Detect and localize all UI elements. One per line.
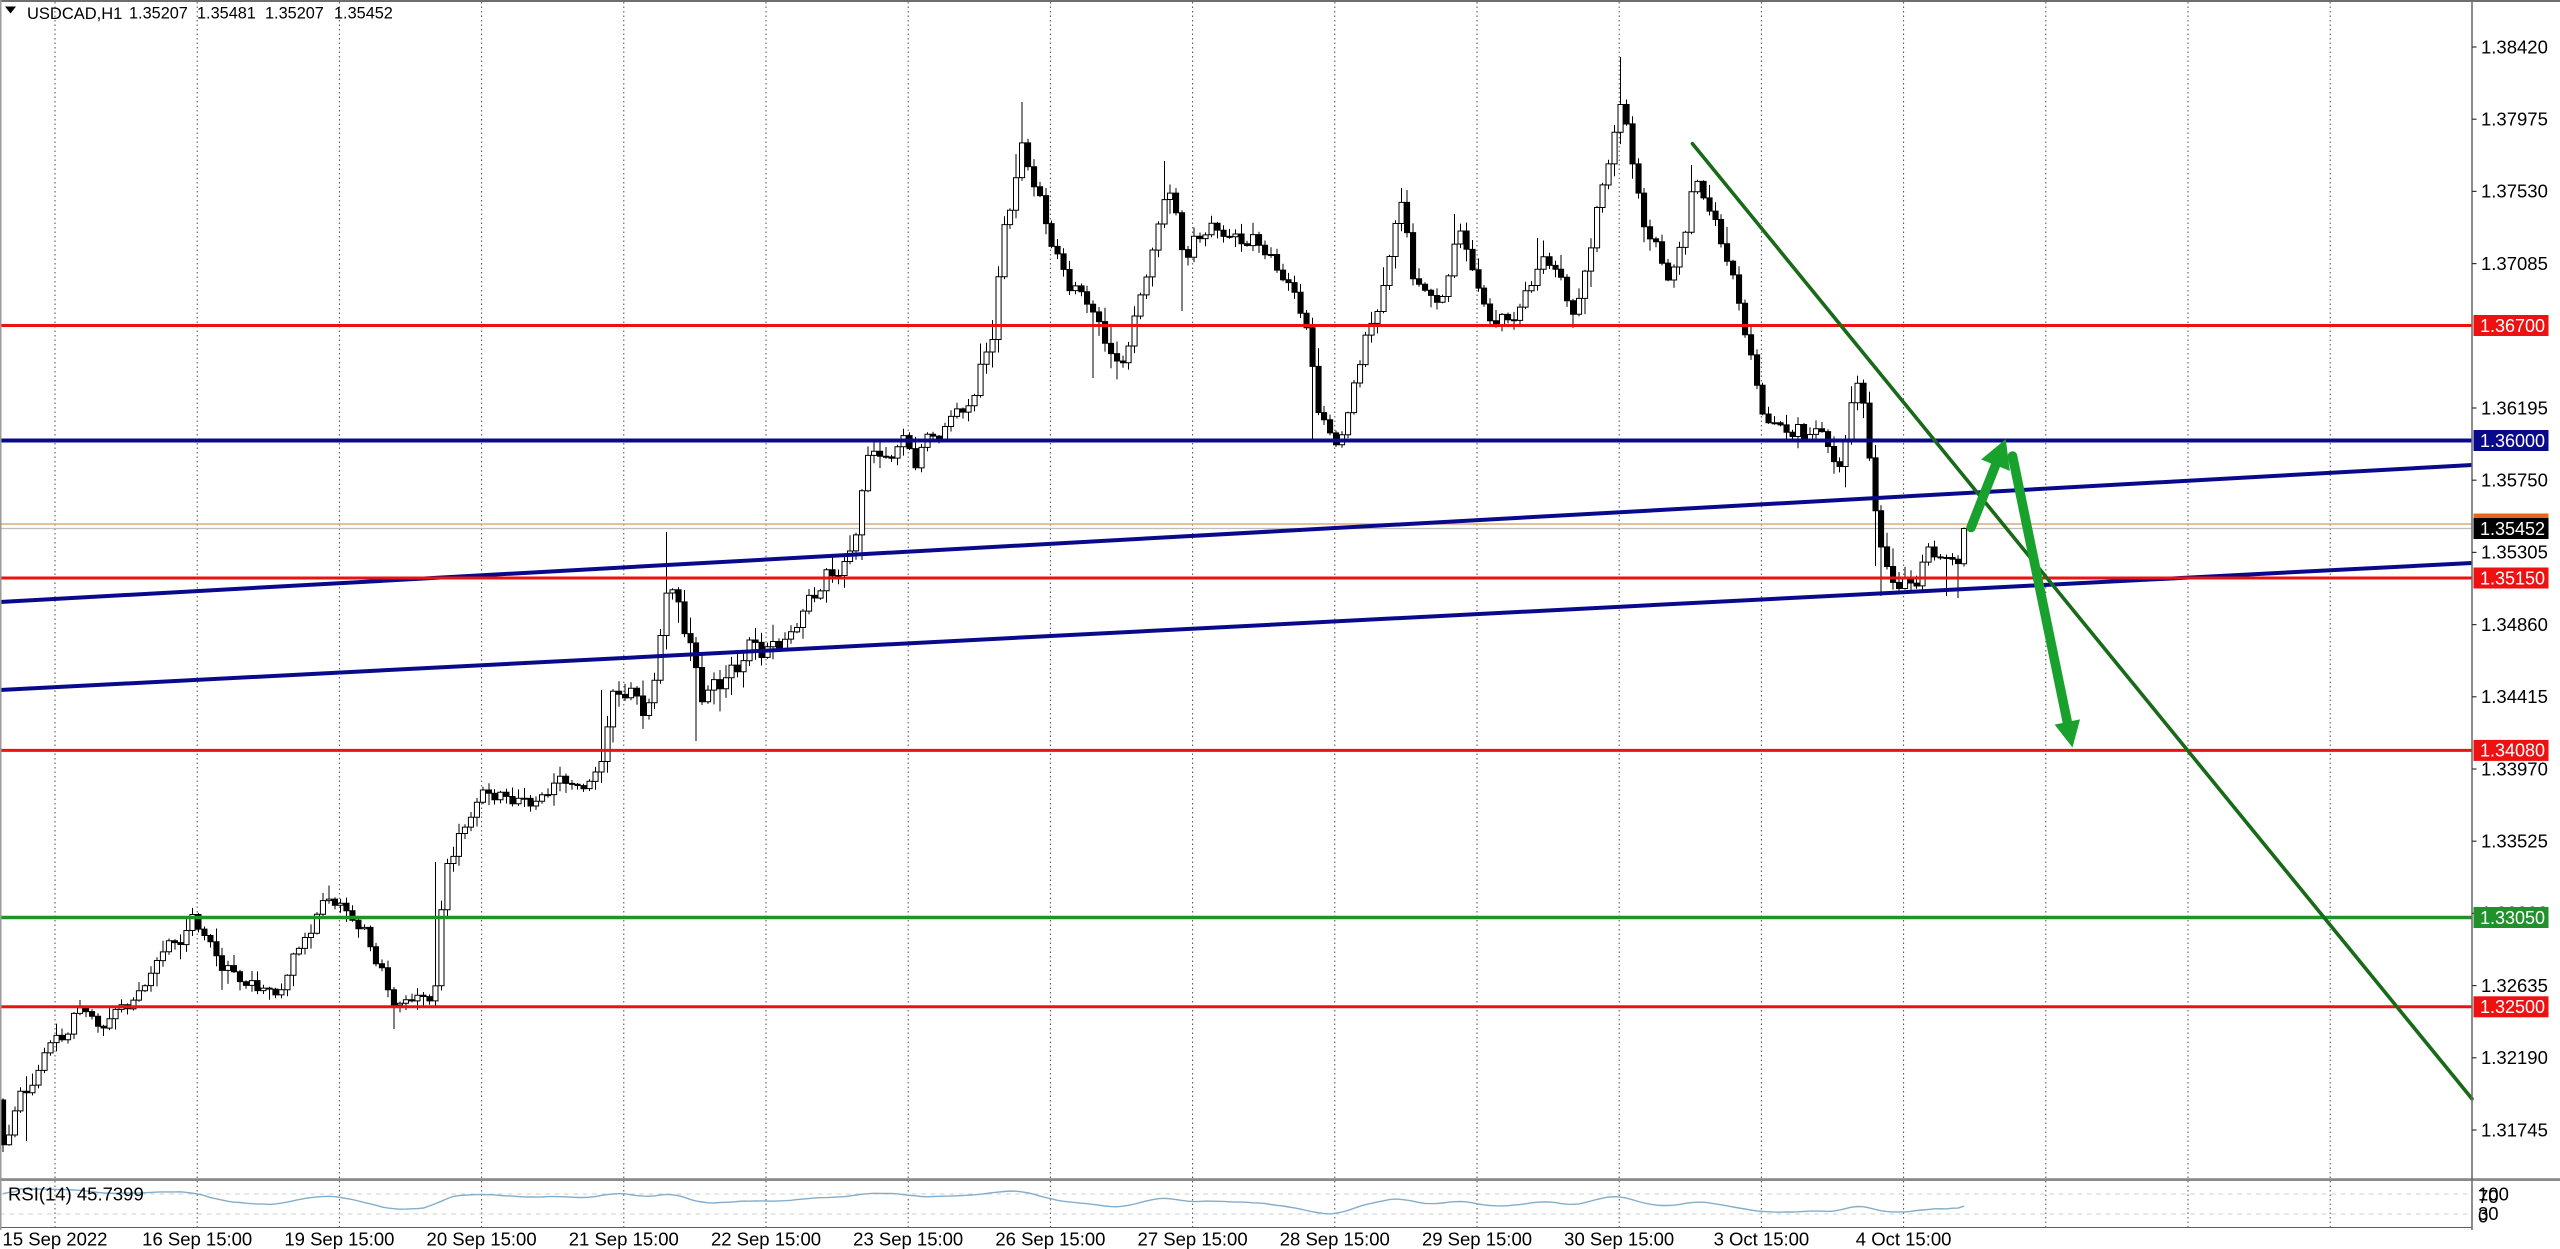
svg-text:15 Sep 2022: 15 Sep 2022 [3,1229,108,1249]
svg-text:1.36000: 1.36000 [2480,431,2545,451]
svg-text:26 Sep 15:00: 26 Sep 15:00 [995,1229,1105,1249]
svg-text:1.35452: 1.35452 [334,5,393,23]
svg-text:28 Sep 15:00: 28 Sep 15:00 [1280,1229,1390,1249]
svg-text:4 Oct 15:00: 4 Oct 15:00 [1856,1229,1952,1249]
svg-text:16 Sep 15:00: 16 Sep 15:00 [142,1229,252,1249]
svg-text:1.34860: 1.34860 [2481,614,2548,635]
svg-text:1.33970: 1.33970 [2481,758,2548,779]
svg-text:1.32635: 1.32635 [2481,975,2548,996]
svg-text:1.37530: 1.37530 [2481,181,2548,202]
svg-text:1.34080: 1.34080 [2480,741,2545,761]
svg-text:29 Sep 15:00: 29 Sep 15:00 [1422,1229,1532,1249]
svg-text:23 Sep 15:00: 23 Sep 15:00 [853,1229,963,1249]
svg-text:3 Oct 15:00: 3 Oct 15:00 [1714,1229,1810,1249]
svg-text:1.35452: 1.35452 [2480,519,2545,539]
svg-text:1.35305: 1.35305 [2481,542,2548,563]
svg-text:70: 70 [2478,1186,2499,1207]
svg-text:19 Sep 15:00: 19 Sep 15:00 [284,1229,394,1249]
svg-text:1.36700: 1.36700 [2480,316,2545,336]
svg-text:27 Sep 15:00: 27 Sep 15:00 [1138,1229,1248,1249]
svg-text:21 Sep 15:00: 21 Sep 15:00 [569,1229,679,1249]
svg-text:1.37085: 1.37085 [2481,253,2548,274]
svg-text:1.32190: 1.32190 [2481,1047,2548,1068]
svg-text:1.35207: 1.35207 [129,5,188,23]
svg-text:1.35750: 1.35750 [2481,470,2548,491]
svg-text:1.38420: 1.38420 [2481,36,2548,57]
svg-text:100: 100 [2478,1183,2509,1204]
svg-text:30 Sep 15:00: 30 Sep 15:00 [1564,1229,1674,1249]
svg-text:RSI(14) 45.7399: RSI(14) 45.7399 [8,1183,144,1204]
svg-text:1.33050: 1.33050 [2480,908,2545,928]
svg-text:1.35481: 1.35481 [197,5,256,23]
svg-text:1.33525: 1.33525 [2481,831,2548,852]
svg-text:1.31745: 1.31745 [2481,1119,2548,1140]
svg-text:22 Sep 15:00: 22 Sep 15:00 [711,1229,821,1249]
svg-text:1.35207: 1.35207 [265,5,324,23]
svg-text:1.37975: 1.37975 [2481,109,2548,130]
svg-text:1.34415: 1.34415 [2481,686,2548,707]
svg-text:1.32500: 1.32500 [2480,997,2545,1017]
svg-text:30: 30 [2478,1203,2499,1224]
svg-text:1.36195: 1.36195 [2481,397,2548,418]
svg-text:0: 0 [2478,1206,2488,1227]
svg-text:USDCAD,H1: USDCAD,H1 [27,5,122,23]
svg-text:1.35150: 1.35150 [2480,568,2545,588]
svg-text:20 Sep 15:00: 20 Sep 15:00 [427,1229,537,1249]
